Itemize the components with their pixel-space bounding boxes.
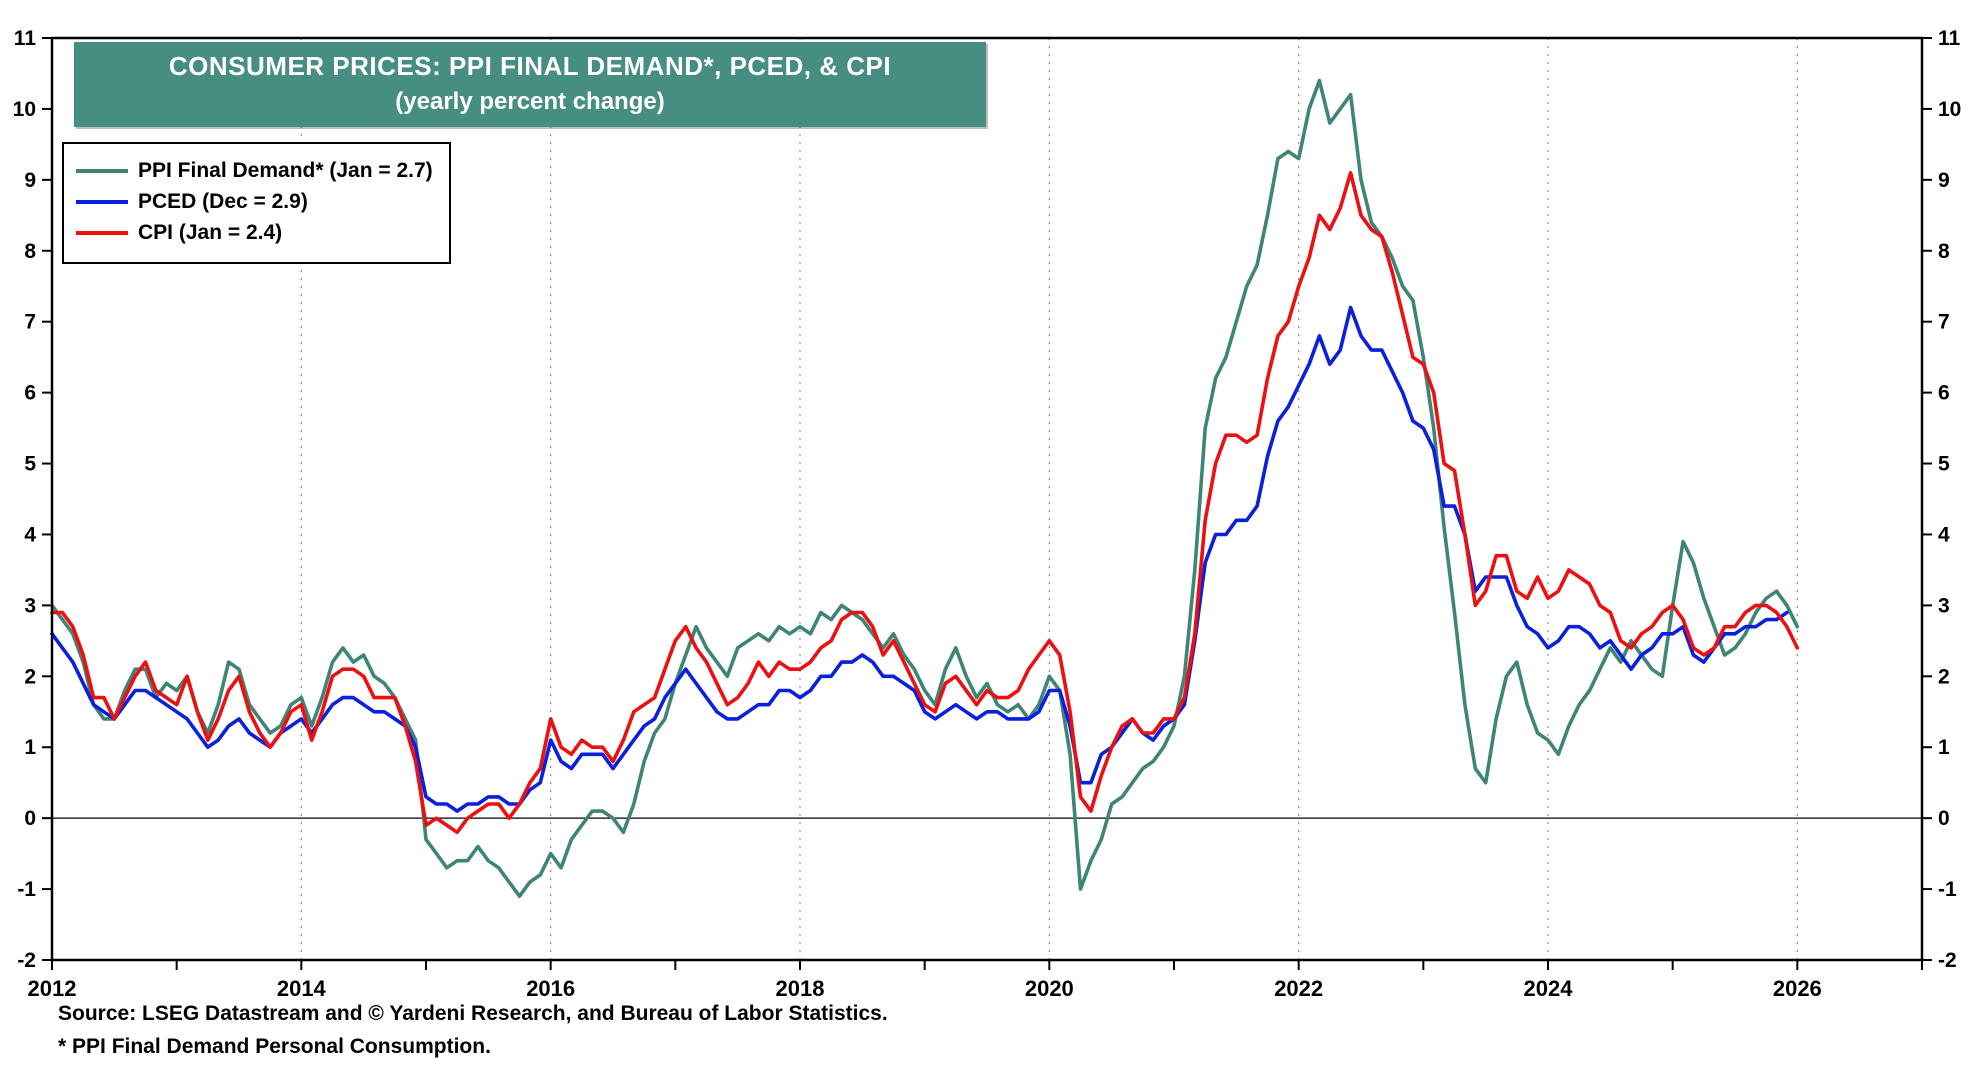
- legend-item-pced: PCED (Dec = 2.9): [76, 190, 433, 214]
- chart-title: CONSUMER PRICES: PPI FINAL DEMAND*, PCED…: [168, 51, 892, 81]
- svg-text:8: 8: [24, 240, 36, 263]
- svg-text:2016: 2016: [526, 976, 575, 1001]
- chart-legend: PPI Final Demand* (Jan = 2.7) PCED (Dec …: [62, 142, 451, 264]
- chart-footer: Source: LSEG Datastream and © Yardeni Re…: [58, 1002, 888, 1068]
- svg-text:9: 9: [24, 169, 36, 192]
- svg-text:4: 4: [1938, 523, 1950, 546]
- svg-text:-2: -2: [17, 949, 36, 972]
- series-line-pced: [50, 305, 1789, 813]
- series-line-cpi: [50, 171, 1800, 835]
- footnote: * PPI Final Demand Personal Consumption.: [58, 1035, 491, 1058]
- svg-text:2: 2: [24, 665, 36, 688]
- svg-text:7: 7: [24, 311, 36, 334]
- svg-text:2022: 2022: [1274, 976, 1323, 1001]
- cpi-line-swatch-icon: [76, 231, 128, 235]
- pced-line-swatch-icon: [76, 200, 128, 204]
- svg-text:-1: -1: [1938, 878, 1957, 901]
- svg-text:2024: 2024: [1524, 976, 1574, 1001]
- svg-text:0: 0: [1938, 807, 1950, 830]
- svg-text:0: 0: [24, 807, 36, 830]
- svg-text:3: 3: [1938, 594, 1950, 617]
- svg-text:7: 7: [1938, 311, 1950, 334]
- svg-text:9: 9: [1938, 169, 1950, 192]
- svg-text:11: 11: [1938, 27, 1961, 50]
- source-note: Source: LSEG Datastream and © Yardeni Re…: [58, 1002, 888, 1025]
- svg-text:2018: 2018: [776, 976, 825, 1001]
- svg-text:-2: -2: [1938, 949, 1957, 972]
- svg-text:3: 3: [24, 594, 36, 617]
- legend-item-cpi: CPI (Jan = 2.4): [76, 221, 433, 245]
- series-line-ppifinaldemand: [50, 78, 1800, 899]
- svg-text:1: 1: [24, 736, 36, 759]
- svg-text:6: 6: [1938, 382, 1950, 405]
- legend-label-cpi: CPI (Jan = 2.4): [138, 221, 283, 244]
- legend-item-ppi: PPI Final Demand* (Jan = 2.7): [76, 159, 433, 183]
- svg-text:10: 10: [13, 98, 36, 121]
- svg-text:2: 2: [1938, 665, 1950, 688]
- chart-subtitle: (yearly percent change): [395, 88, 665, 115]
- svg-text:4: 4: [24, 523, 36, 546]
- svg-text:2012: 2012: [28, 976, 77, 1001]
- svg-text:8: 8: [1938, 240, 1950, 263]
- legend-label-pced: PCED (Dec = 2.9): [138, 190, 308, 213]
- svg-text:10: 10: [1938, 98, 1961, 121]
- chart-title-box: CONSUMER PRICES: PPI FINAL DEMAND*, PCED…: [74, 42, 986, 127]
- svg-text:1: 1: [1938, 736, 1950, 759]
- ppi-line-swatch-icon: [76, 169, 128, 173]
- svg-text:6: 6: [24, 382, 36, 405]
- svg-text:2026: 2026: [1773, 976, 1822, 1001]
- svg-text:11: 11: [14, 27, 37, 50]
- svg-text:5: 5: [24, 453, 36, 476]
- svg-text:2014: 2014: [277, 976, 327, 1001]
- svg-text:5: 5: [1938, 453, 1950, 476]
- svg-text:2020: 2020: [1025, 976, 1074, 1001]
- legend-label-ppi: PPI Final Demand* (Jan = 2.7): [138, 159, 433, 182]
- svg-text:-1: -1: [17, 878, 36, 901]
